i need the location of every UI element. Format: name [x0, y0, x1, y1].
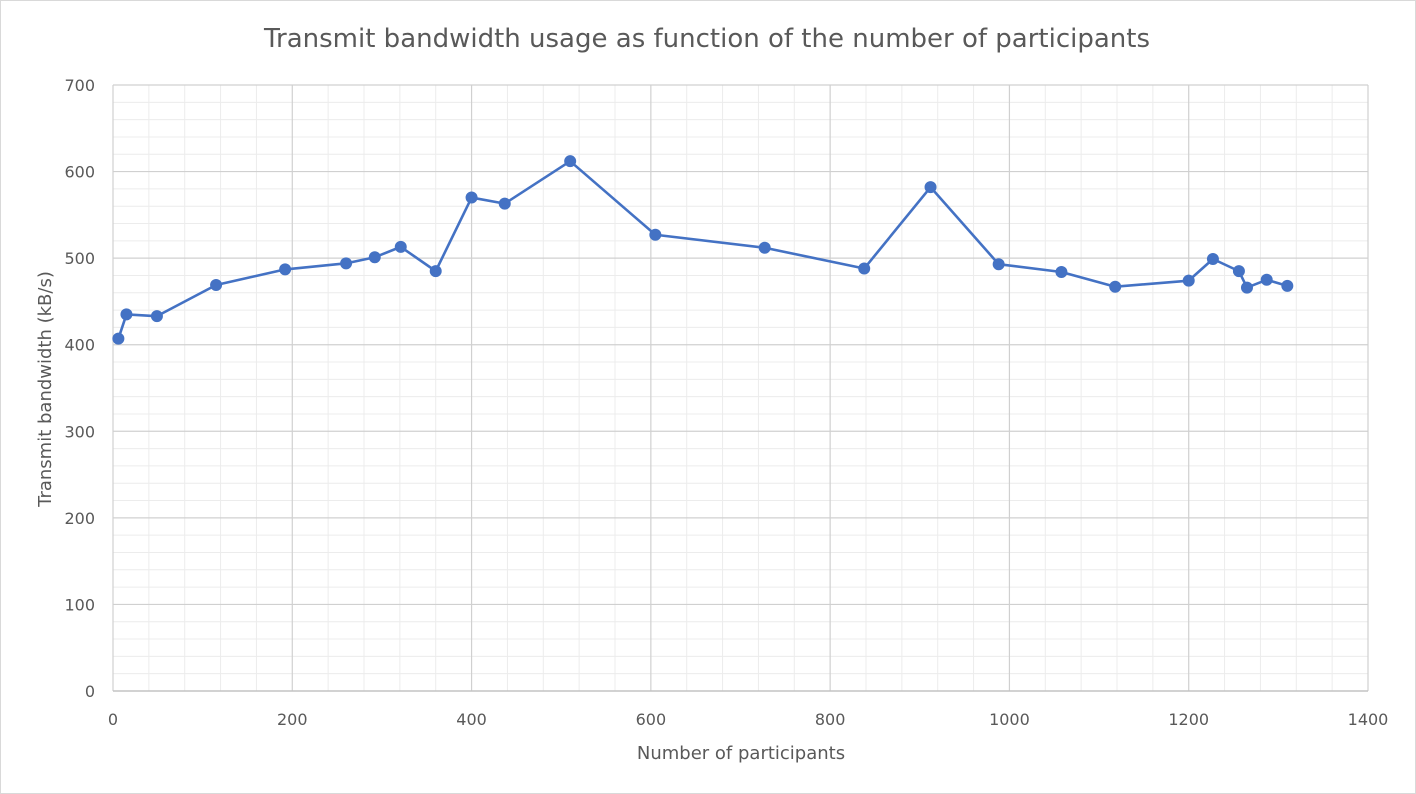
- y-tick-label: 500: [64, 249, 95, 268]
- data-point: [1240, 281, 1253, 294]
- data-point: [564, 155, 577, 168]
- major-gridlines: [112, 84, 1369, 692]
- data-point: [1055, 265, 1068, 278]
- data-point: [120, 308, 133, 321]
- data-point: [368, 251, 381, 264]
- y-tick-label: 600: [64, 163, 95, 182]
- y-axis-ticks: 0 100 200 300 400 500 600 700: [64, 76, 95, 701]
- data-point: [340, 257, 353, 270]
- y-axis-label: Transmit bandwidth (kB/s): [35, 271, 56, 508]
- data-point: [150, 310, 163, 323]
- x-tick-label: 200: [277, 710, 308, 729]
- x-tick-label: 800: [815, 710, 846, 729]
- data-point: [394, 240, 407, 253]
- y-tick-label: 300: [64, 422, 95, 441]
- y-tick-label: 100: [64, 595, 95, 614]
- y-tick-label: 700: [64, 76, 95, 95]
- data-point: [210, 278, 223, 291]
- data-point: [465, 191, 478, 204]
- x-tick-label: 0: [108, 710, 118, 729]
- data-point: [498, 197, 511, 210]
- x-tick-label: 1400: [1348, 710, 1389, 729]
- y-tick-label: 200: [64, 509, 95, 528]
- data-point: [112, 332, 125, 345]
- data-points: [112, 155, 1294, 345]
- data-point: [1182, 274, 1195, 287]
- data-point: [1232, 265, 1245, 278]
- data-point: [429, 265, 442, 278]
- series-line: [117, 159, 1288, 340]
- y-tick-label: 400: [64, 336, 95, 355]
- data-point: [1206, 253, 1219, 266]
- x-tick-label: 600: [636, 710, 667, 729]
- chart-title: Transmit bandwidth usage as function of …: [263, 24, 1150, 54]
- data-point: [279, 263, 292, 276]
- x-tick-label: 1000: [989, 710, 1030, 729]
- x-axis-ticks: 0 200 400 600 800 1000 1200 1400: [108, 710, 1388, 729]
- data-point: [758, 241, 771, 254]
- data-point: [1281, 279, 1294, 292]
- data-point: [858, 262, 871, 275]
- x-axis-label: Number of participants: [637, 743, 845, 764]
- data-point: [1109, 280, 1122, 293]
- data-point: [924, 181, 937, 194]
- data-point: [649, 228, 662, 241]
- minor-gridlines: [113, 85, 1368, 691]
- x-tick-label: 400: [456, 710, 487, 729]
- y-tick-label: 0: [85, 682, 95, 701]
- data-point: [992, 258, 1005, 271]
- data-point: [1260, 273, 1273, 286]
- x-tick-label: 1200: [1168, 710, 1209, 729]
